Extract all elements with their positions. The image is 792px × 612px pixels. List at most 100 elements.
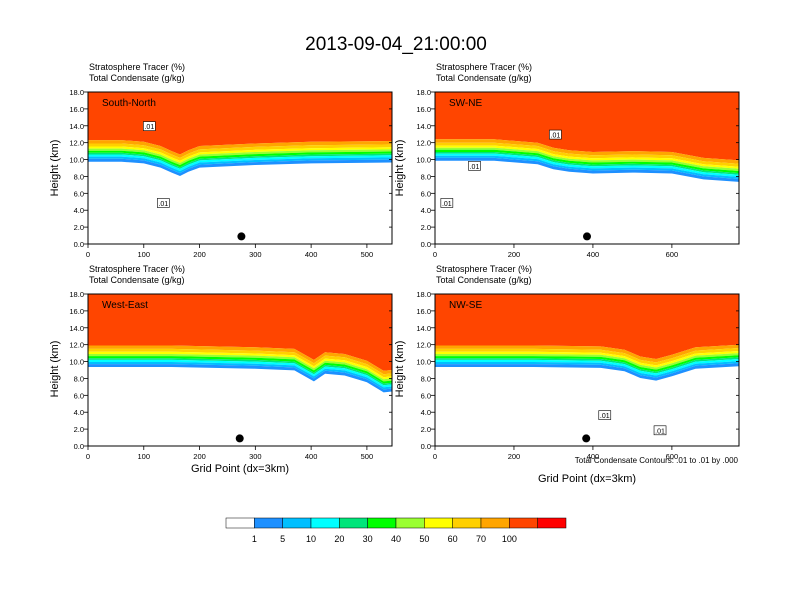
- plot-frame: [87, 91, 393, 245]
- contour-label: .01: [598, 410, 612, 420]
- panel-3-field-label: Stratosphere Tracer (%): [89, 264, 185, 274]
- y-tick-label: 18.0: [416, 88, 431, 97]
- colorbar-swatch: [339, 517, 368, 529]
- field-band-layer: [435, 353, 739, 370]
- field-band-layer: [435, 294, 739, 359]
- y-tick-label: 2.0: [74, 425, 84, 434]
- field-band-layer: [435, 142, 739, 167]
- x-tick-label: 200: [193, 250, 206, 259]
- colorbar-label: 10: [306, 534, 316, 544]
- colorbar: 1 5 10 20 30 40 50 60 70 100: [225, 517, 567, 544]
- panel-name-label: South-North: [102, 98, 156, 109]
- field-band-layer: [435, 355, 739, 372]
- panel-1-contour-label: Total Condensate (g/kg): [89, 73, 185, 83]
- y-tick-label: 10.0: [416, 156, 431, 165]
- x-tick-label: 0: [433, 452, 437, 461]
- y-tick-label: 16.0: [416, 307, 431, 316]
- y-tick-label: 0.0: [421, 240, 431, 249]
- field-band-layer: [435, 157, 739, 182]
- colorbar-swatch: [225, 517, 255, 529]
- y-tick-label: 14.0: [416, 122, 431, 131]
- panel-1-ylabel: Height (km): [49, 140, 61, 197]
- svg-text:.01: .01: [158, 201, 168, 208]
- panel-2-plot-area: .01 .01 .01 SW-NE 0.0 2.0 4.0 6.0 8.0 10.0 12.0 14.…: [416, 88, 740, 259]
- y-tick-label: 12.0: [69, 139, 84, 148]
- y-tick-label: 18.0: [69, 88, 84, 97]
- location-marker: [235, 434, 244, 443]
- panel-4-contour-label: Total Condensate (g/kg): [436, 275, 532, 285]
- x-tick-label: 0: [86, 452, 90, 461]
- field-band-layer: [88, 158, 392, 176]
- contour-label: .01: [549, 129, 562, 140]
- colorbar-swatch: [282, 517, 312, 529]
- y-tick-label: 12.0: [69, 341, 84, 350]
- panel-name-label: West-East: [102, 300, 148, 311]
- contour-label: .01: [143, 121, 156, 131]
- panel-4-plot-area: .01 .01 NW-SE 0.0 2.0 4.0 6.0 8.0 10.0 12.0 14.0 16…: [416, 290, 740, 461]
- y-tick-label: 2.0: [74, 223, 84, 232]
- location-marker: [583, 232, 591, 241]
- y-tick-label: 18.0: [416, 290, 431, 299]
- colorbar-label: 1: [252, 534, 257, 544]
- colorbar-swatch: [367, 517, 397, 529]
- x-tick-label: 400: [587, 250, 600, 259]
- colorbar-label: 70: [476, 534, 486, 544]
- field-band-layer: [88, 152, 392, 169]
- location-marker: [237, 232, 246, 241]
- field-band-layer: [88, 345, 392, 375]
- colorbar-label: 5: [280, 534, 285, 544]
- y-tick-label: 8.0: [421, 374, 431, 383]
- field-band-layer: [435, 363, 739, 381]
- panel-sw-ne: Stratosphere Tracer (%) Total Condensate…: [394, 62, 740, 259]
- svg-text:.01: .01: [655, 428, 665, 435]
- field-band-layer: [435, 357, 739, 374]
- y-tick-label: 12.0: [416, 139, 431, 148]
- field-band-layer: [435, 92, 739, 161]
- colorbar-swatch: [509, 517, 538, 529]
- field-band-layer: [88, 294, 392, 371]
- colorbar-label: 60: [448, 534, 458, 544]
- panel-2-contour-label: Total Condensate (g/kg): [436, 73, 532, 83]
- x-tick-label: 600: [666, 452, 679, 461]
- svg-text:.01: .01: [144, 124, 154, 131]
- x-tick-label: 600: [666, 250, 679, 259]
- plot-frame: [87, 293, 393, 447]
- y-tick-label: 6.0: [421, 189, 431, 198]
- field-band-layer: [435, 348, 739, 366]
- y-tick-label: 10.0: [69, 156, 84, 165]
- y-tick-label: 0.0: [74, 240, 84, 249]
- y-tick-label: 16.0: [416, 105, 431, 114]
- colorbar-swatch: [537, 517, 567, 529]
- contour-label: .01: [157, 198, 170, 208]
- x-tick-label: 0: [433, 250, 437, 259]
- field-band-layer: [435, 153, 739, 177]
- field-band-layer: [88, 150, 392, 168]
- colorbar-swatch: [310, 517, 340, 529]
- panel-4-xlabel: Grid Point (dx=3km): [538, 473, 636, 485]
- colorbar-swatch: [452, 517, 482, 529]
- field-band-layer: [435, 147, 739, 171]
- field-band-layer: [88, 156, 392, 174]
- panel-1-field-label: Stratosphere Tracer (%): [89, 62, 185, 72]
- field-band-layer: [88, 92, 392, 155]
- colorbar-swatch: [424, 517, 453, 529]
- x-tick-label: 300: [249, 250, 262, 259]
- field-band-layer: [88, 146, 392, 163]
- x-tick-label: 400: [305, 452, 318, 461]
- svg-text:.01: .01: [551, 133, 561, 140]
- location-marker: [582, 434, 591, 443]
- field-band-layer: [88, 348, 392, 378]
- field-band-layer: [88, 143, 392, 161]
- panel-2-field-label: Stratosphere Tracer (%): [436, 62, 532, 72]
- x-tick-label: 500: [361, 250, 374, 259]
- panel-3-xlabel: Grid Point (dx=3km): [191, 463, 289, 475]
- colorbar-swatch: [254, 517, 283, 529]
- contour-label: .01: [653, 425, 667, 435]
- svg-text:.01: .01: [470, 164, 480, 171]
- plot-frame: [434, 91, 740, 245]
- x-tick-label: 200: [508, 452, 521, 461]
- plot-frame: [434, 293, 740, 447]
- colorbar-label: 40: [391, 534, 401, 544]
- panel-south-north: Stratosphere Tracer (%) Total Condensate…: [49, 62, 393, 259]
